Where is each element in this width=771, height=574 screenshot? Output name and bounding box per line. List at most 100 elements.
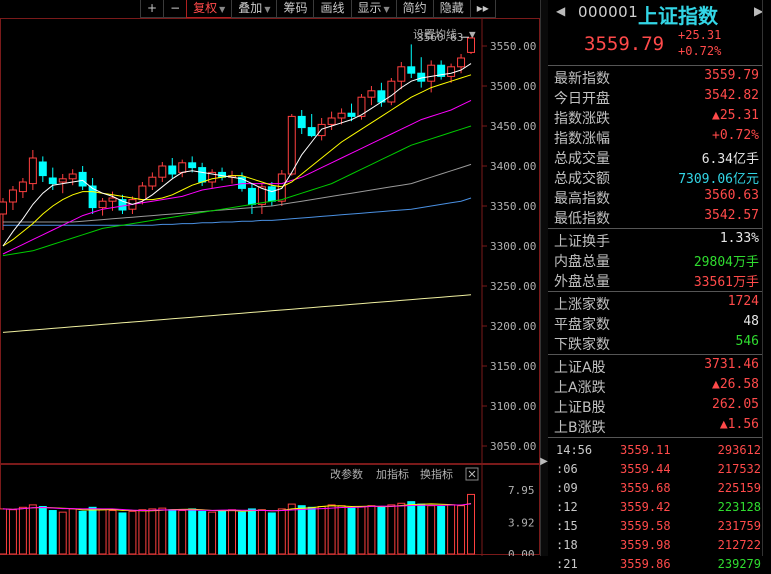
candle-body[interactable] (257, 186, 266, 205)
prev-stock-icon[interactable]: ◀ (556, 4, 566, 18)
toolbar-button-8[interactable]: 隐藏 (432, 0, 471, 18)
candle-body[interactable] (397, 66, 406, 82)
candle-body[interactable] (0, 201, 7, 215)
candle-body[interactable] (357, 96, 366, 117)
candle-body[interactable] (88, 185, 97, 209)
candle-body[interactable] (48, 177, 57, 185)
tick-vol: 231759 (717, 519, 761, 533)
candle-body[interactable] (108, 197, 117, 202)
volume-bar (357, 506, 366, 555)
volume-bar (38, 506, 47, 555)
candle-body[interactable] (188, 162, 197, 169)
candle-body[interactable] (168, 165, 177, 175)
candle-body[interactable] (178, 162, 187, 173)
quote-row: 下跌家数 546 (548, 333, 771, 353)
candle-body[interactable] (68, 173, 77, 180)
quote-row-label: 上B涨跌 (554, 420, 606, 436)
candle-body[interactable] (327, 117, 336, 125)
candle-body[interactable] (427, 64, 436, 82)
kline-chart[interactable]: 设置均线 ▼ 3550.00 3500.00 3450.00 3400.00 3350.00… (0, 18, 540, 556)
quote-row-value: 48 (743, 314, 759, 329)
candle-body[interactable] (208, 171, 217, 183)
candle-body[interactable] (297, 115, 306, 129)
collapse-panel-icon[interactable]: ▶ (540, 456, 548, 467)
candle-body[interactable] (387, 80, 396, 103)
stock-code: 000001 (578, 3, 639, 21)
candle-body[interactable] (158, 165, 167, 178)
volume-bar (98, 509, 107, 555)
quote-row-label: 上涨家数 (554, 297, 610, 313)
quote-row-value: 3731.46 (704, 357, 759, 372)
candle-body[interactable] (148, 176, 157, 187)
toolbar-button-2[interactable]: 复权 ▼ (186, 0, 233, 18)
ma120-line (2, 197, 472, 226)
toolbar-button-6[interactable]: 显示 ▼ (350, 0, 397, 18)
candle-body[interactable] (457, 57, 466, 68)
toolbar-button-7[interactable]: 简约 (395, 0, 434, 18)
candle-body[interactable] (8, 189, 17, 203)
toolbar-button-1[interactable]: − (163, 0, 188, 18)
candle-body[interactable] (58, 178, 67, 183)
candle-body[interactable] (247, 187, 256, 205)
next-stock-icon[interactable]: ▶ (754, 4, 764, 18)
quote-row-label: 上A涨跌 (554, 380, 606, 396)
volume-bar (48, 510, 57, 555)
candle-body[interactable] (337, 112, 346, 119)
quote-row-value: 3542.57 (704, 208, 759, 223)
toolbar-button-0[interactable]: + (140, 0, 165, 18)
y-tick-label: 3300.00 (490, 240, 536, 253)
volume-bar (337, 505, 346, 555)
quote-row: 上B涨跌 ▲1.56 (548, 416, 771, 436)
candle-body[interactable] (28, 157, 37, 185)
candle-body[interactable] (347, 112, 356, 117)
candle-body[interactable] (407, 66, 416, 74)
candle-body[interactable] (118, 199, 127, 211)
tick-row: :09 3559.68 225159 (548, 480, 771, 498)
candle-body[interactable] (307, 127, 316, 137)
candle-body[interactable] (367, 90, 376, 98)
volume-bar (208, 511, 217, 555)
chart-toolbar: + − 复权 ▼ 叠加 ▼ 筹码 画线 显示 ▼ 简约 隐藏 ▸▸ (140, 0, 496, 18)
price-change-pct: +0.72% (678, 44, 722, 58)
candle-body[interactable] (18, 181, 27, 193)
candle-body[interactable] (138, 185, 147, 201)
volume-bar (128, 510, 137, 555)
quote-row-value: +0.72% (712, 128, 759, 143)
candle-body[interactable] (198, 167, 207, 183)
tick-price: 3559.68 (620, 481, 671, 495)
toolbar-button-5[interactable]: 画线 (313, 0, 352, 18)
quote-row-label: 下跌家数 (554, 337, 610, 353)
tick-time: :18 (556, 538, 578, 552)
candle-body[interactable] (267, 186, 276, 202)
candle-body[interactable] (238, 176, 246, 189)
quote-row-label: 外盘总量 (554, 274, 610, 290)
section-divider (548, 228, 771, 229)
toolbar-button-9[interactable]: ▸▸ (469, 0, 496, 18)
ma10-line (2, 74, 472, 247)
toolbar-button-4[interactable]: 筹码 (276, 0, 315, 18)
volume-bar (28, 504, 37, 555)
quote-row: 指数涨幅 +0.72% (548, 127, 771, 147)
volume-bar (327, 504, 336, 555)
section-divider (548, 354, 771, 355)
candle-body[interactable] (98, 200, 107, 209)
quote-row: 上证A股 3731.46 (548, 356, 771, 376)
vol-y-tick-label: 3.92 (508, 516, 535, 529)
candle-body[interactable] (78, 171, 87, 187)
volume-bar (307, 506, 316, 555)
quote-row-value: ▲25.31 (712, 108, 759, 123)
volume-bar (407, 501, 416, 555)
close-icon[interactable] (465, 467, 479, 481)
candle-body[interactable] (467, 37, 475, 53)
tick-row: 14:56 3559.11 293612 (548, 442, 771, 460)
current-price: 3559.79 (584, 33, 665, 55)
volume-bar (417, 503, 426, 555)
volume-bar (267, 512, 276, 555)
candle-body[interactable] (437, 64, 446, 77)
y-tick-label: 3350.00 (490, 200, 536, 213)
candle-body[interactable] (447, 66, 456, 77)
candle-body[interactable] (287, 115, 296, 175)
candle-body[interactable] (38, 161, 47, 177)
quote-row-label: 上证换手 (554, 234, 610, 250)
toolbar-button-3[interactable]: 叠加 ▼ (231, 0, 278, 18)
